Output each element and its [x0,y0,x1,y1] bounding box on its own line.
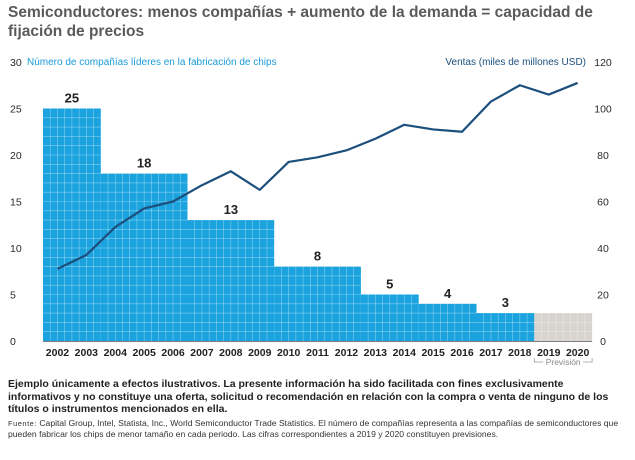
right-axis-tick: 100 [594,104,612,116]
bar-value-label: 25 [65,91,79,106]
right-axis-tick: 60 [597,197,609,209]
x-axis-tick: 2019 [537,347,561,359]
x-axis-tick: 2004 [104,347,128,359]
x-axis-tick: 2015 [421,347,445,359]
right-axis-label: Ventas (miles de millones USD) [445,57,586,68]
left-axis-tick: 20 [10,150,22,162]
bar-value-label: 18 [137,156,151,171]
x-axis-tick: 2016 [450,347,474,359]
left-axis-tick: 15 [10,197,22,209]
bar-segment-2002 [43,108,101,341]
forecast-bar [534,313,593,341]
forecast-label-bg [543,357,584,367]
source-text: Capital Group, Intel, Statista, Inc., Wo… [8,418,619,439]
x-axis-tick: 2009 [248,347,272,359]
left-axis-tick: 5 [10,290,16,302]
labels-group: 25 18 13 8 5 4 3 Previsión 0 5 10 15 20 25 30 0 20 40 60 80… [10,57,612,367]
x-axis-tick: 2014 [393,347,417,359]
left-axis-tick: 0 [10,336,16,348]
bar-value-label: 3 [502,295,509,310]
x-axis-tick: 2018 [508,347,532,359]
bar-value-label: 5 [386,277,393,292]
right-axis-tick: 40 [597,243,609,255]
bar-value-label: 13 [224,202,238,217]
left-axis-tick: 30 [10,57,22,69]
sales-line-group [56,81,579,270]
right-axis-tick: 120 [594,57,612,69]
bar-segment-2007 [187,220,275,341]
x-axis-tick: 2008 [219,347,243,359]
bar-segment-2013 [360,294,419,341]
x-axis-tick: 2011 [306,347,329,359]
x-axis-tick: 2007 [190,347,214,359]
right-axis-tick: 20 [597,290,609,302]
chart-title: Semiconductores: menos compañías + aumen… [8,4,593,40]
x-axis-tick: 2017 [479,347,503,359]
left-axis-label: Número de compañías líderes en la fabric… [27,57,277,68]
right-axis-tick: 0 [600,336,606,348]
x-axis-tick: 2006 [161,347,185,359]
x-axis-tick: 2010 [277,347,301,359]
source-note: Fuente: Capital Group, Intel, Statista, … [8,418,628,440]
x-axis-tick: 2002 [46,347,70,359]
left-axis-tick: 10 [10,243,22,255]
x-axis-tick: 2020 [566,347,590,359]
x-axis-tick: 2003 [75,347,99,359]
disclaimer-text: Ejemplo únicamente a efectos ilustrativo… [8,378,609,415]
bar-segment-2015 [418,303,477,341]
bar-segment-2010 [274,266,361,341]
right-axis-tick: 80 [597,150,609,162]
grid-group [43,108,593,341]
bars-group [43,108,593,341]
forecast-label: Previsión [546,357,581,367]
x-axis-tick: 2005 [132,347,156,359]
left-axis-tick: 25 [10,104,22,116]
x-axis-tick: 2013 [364,347,388,359]
bar-segment-2017 [476,313,535,341]
x-axis-tick: 2012 [335,347,359,359]
source-label: Fuente: [8,419,37,428]
bar-value-label: 8 [314,249,321,264]
bar-value-label: 4 [444,286,452,301]
